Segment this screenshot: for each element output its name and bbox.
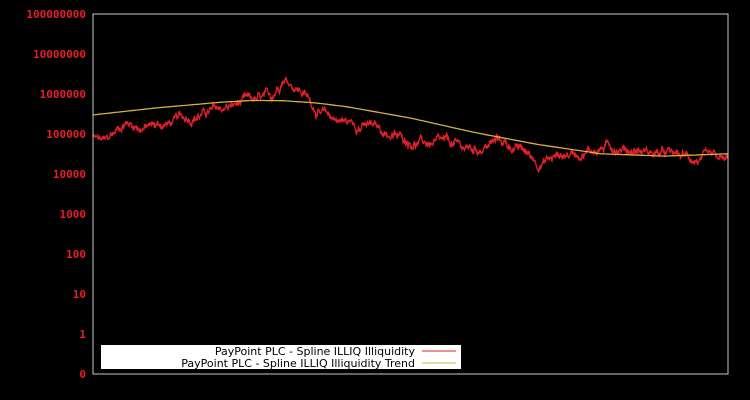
legend-label-series: PayPoint PLC - Spline ILLIQ Illiquidity — [215, 345, 416, 358]
y-tick-label: 10 — [73, 288, 86, 301]
legend-label-trend: PayPoint PLC - Spline ILLIQ Illiquidity … — [181, 357, 415, 370]
y-tick-label: 10000 — [53, 168, 86, 181]
y-tick-label: 1 — [79, 328, 86, 341]
legend-box — [101, 345, 461, 369]
illiquidity-line — [92, 76, 729, 174]
y-tick-label: 100000 — [46, 128, 86, 141]
trend-line — [92, 99, 729, 157]
y-tick-label: 100000000 — [26, 8, 86, 21]
plot-series — [92, 76, 729, 174]
y-tick-label: 0 — [79, 368, 86, 381]
y-tick-label: 1000000 — [40, 88, 86, 101]
legend: PayPoint PLC - Spline ILLIQ Illiquidity … — [101, 345, 461, 370]
y-tick-label: 1000 — [60, 208, 87, 221]
y-tick-label: 10000000 — [33, 48, 86, 61]
plot-frame — [92, 13, 729, 375]
y-tick-label: 100 — [66, 248, 86, 261]
y-axis-ticks: 0 1 10 100 1000 10000 100000 1000000 10000000 100… — [26, 8, 86, 381]
